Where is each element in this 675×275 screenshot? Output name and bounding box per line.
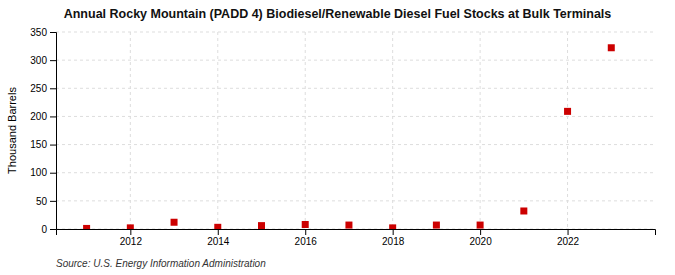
- x-axis: 2012 2014 2016 2018 2020 2022: [57, 229, 656, 247]
- axis-line: [57, 230, 656, 236]
- tick: 2016: [295, 229, 318, 247]
- tick-label: 300: [30, 55, 47, 66]
- point: [345, 222, 352, 229]
- point: [520, 207, 527, 214]
- y-axis-title: Thousand Barrels: [6, 87, 18, 174]
- point: [433, 222, 440, 229]
- grid-line-y: [56, 172, 655, 173]
- tick-label: 50: [36, 196, 48, 207]
- tick: 150: [30, 139, 56, 150]
- grid: [56, 32, 655, 229]
- point: [214, 224, 221, 229]
- point: [83, 225, 90, 229]
- y-axis: 0 50 100 150 200 250 300 350: [30, 27, 56, 235]
- tick-mark: [50, 88, 56, 89]
- grid-line-y: [56, 32, 655, 33]
- point: [608, 44, 615, 51]
- tick-mark: [568, 229, 569, 235]
- tick-mark: [50, 60, 56, 61]
- tick: 100: [30, 167, 56, 178]
- grid-line-y: [56, 60, 655, 61]
- grid-line-x: [480, 32, 481, 229]
- grid-line-y: [56, 200, 655, 201]
- tick: 350: [30, 27, 56, 38]
- point: [302, 221, 309, 228]
- grid-line-x: [392, 32, 393, 229]
- point: [258, 222, 265, 229]
- grid-line-x: [217, 32, 218, 229]
- tick-mark: [50, 173, 56, 174]
- axis-line: [50, 33, 57, 230]
- tick-mark: [50, 145, 56, 146]
- tick-mark: [393, 229, 394, 235]
- tick: 300: [30, 55, 56, 66]
- grid-line-y: [56, 116, 655, 117]
- grid-line-y: [56, 144, 655, 145]
- tick: 250: [30, 83, 56, 94]
- tick-mark: [50, 229, 56, 230]
- tick-mark: [50, 116, 56, 117]
- tick-label: 200: [30, 111, 47, 122]
- point: [477, 222, 484, 229]
- point: [127, 224, 134, 229]
- point: [171, 219, 178, 226]
- chart: 2012 2014 2016 2018 2020 2022 0 50 100 150 200 250 3…: [0, 0, 675, 275]
- annotation: Source: U.S. Energy Information Administ…: [56, 258, 266, 269]
- plot-area: 2012 2014 2016 2018 2020 2022 0 50 100 150 200 250 3…: [30, 27, 655, 247]
- tick-label: 100: [30, 167, 47, 178]
- tick: 2018: [382, 229, 405, 247]
- tick: 2020: [469, 229, 492, 247]
- point: [564, 108, 571, 115]
- point: [389, 224, 396, 229]
- tick: 0: [41, 224, 56, 235]
- grid-line-y: [56, 88, 655, 89]
- grid-line-x: [567, 32, 568, 229]
- tick: 2012: [120, 229, 143, 247]
- tick-label: 150: [30, 139, 47, 150]
- tick-label: 2016: [295, 236, 318, 247]
- grid-line-x: [305, 32, 306, 229]
- tick-label: 250: [30, 83, 47, 94]
- tick: 2022: [557, 229, 580, 247]
- tick-label: 2018: [382, 236, 405, 247]
- tick-label: 2014: [207, 236, 230, 247]
- tick: 2014: [207, 229, 230, 247]
- tick-mark: [130, 229, 131, 235]
- points: [83, 44, 615, 229]
- tick-mark: [218, 229, 219, 235]
- grid-line-x: [130, 32, 131, 229]
- tick-label: 2020: [469, 236, 492, 247]
- tick: 50: [36, 196, 56, 207]
- tick-mark: [50, 32, 56, 33]
- tick: 200: [30, 111, 56, 122]
- tick-label: 350: [30, 27, 47, 38]
- tick-label: 0: [41, 224, 47, 235]
- tick-label: 2022: [557, 236, 580, 247]
- tick-label: 2012: [120, 236, 143, 247]
- tick-mark: [50, 201, 56, 202]
- title: Annual Rocky Mountain (PADD 4) Biodiesel…: [64, 7, 612, 21]
- tick-mark: [305, 229, 306, 235]
- tick-mark: [480, 229, 481, 235]
